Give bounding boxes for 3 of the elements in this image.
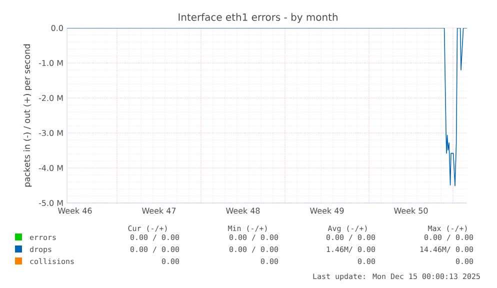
y-axis-title: packets in (-) / out (+) per second bbox=[23, 44, 32, 187]
line-series bbox=[67, 28, 468, 186]
chart-title: Interface eth1 errors - by month bbox=[178, 13, 338, 23]
